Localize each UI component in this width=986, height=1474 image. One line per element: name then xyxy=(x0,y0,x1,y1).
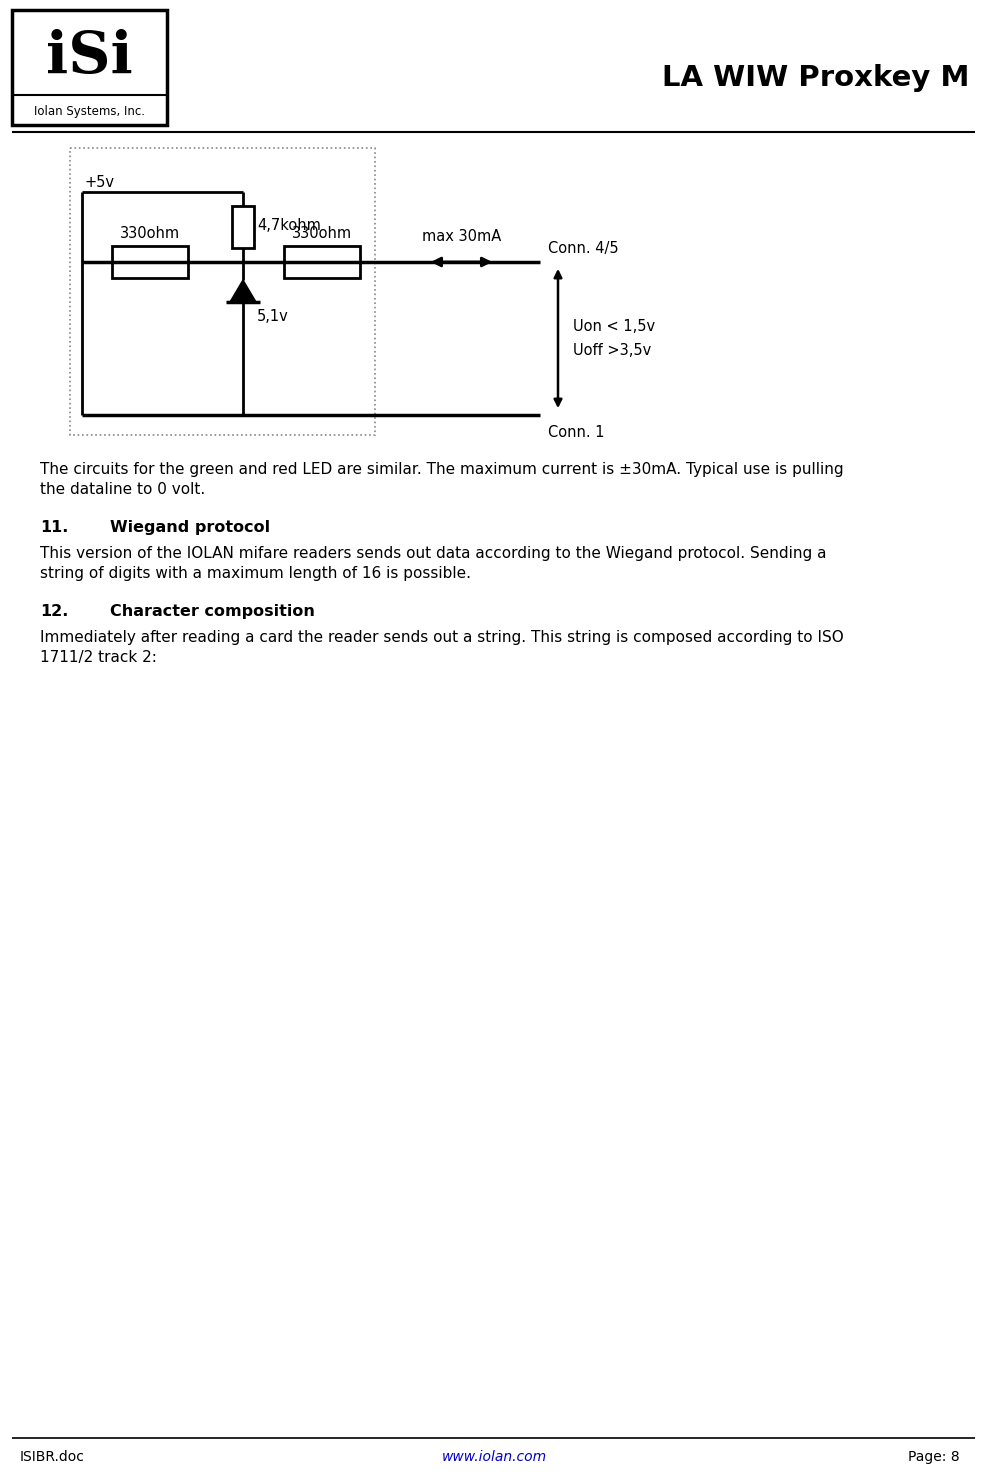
Text: Conn. 1: Conn. 1 xyxy=(547,425,603,441)
Text: iSi: iSi xyxy=(46,29,133,85)
Text: +5v: +5v xyxy=(84,175,114,190)
Text: 4,7kohm: 4,7kohm xyxy=(256,218,320,233)
Bar xyxy=(284,246,360,279)
Polygon shape xyxy=(230,280,255,302)
Text: string of digits with a maximum length of 16 is possible.: string of digits with a maximum length o… xyxy=(40,566,470,581)
Text: the dataline to 0 volt.: the dataline to 0 volt. xyxy=(40,482,205,497)
Text: Conn. 4/5: Conn. 4/5 xyxy=(547,242,618,256)
Bar xyxy=(12,10,167,125)
Text: LA WIW Proxkey M: LA WIW Proxkey M xyxy=(662,63,969,91)
Text: 1711/2 track 2:: 1711/2 track 2: xyxy=(40,650,157,665)
Text: The circuits for the green and red LED are similar. The maximum current is ±30mA: The circuits for the green and red LED a… xyxy=(40,461,843,478)
Bar xyxy=(111,246,187,279)
Text: www.iolan.com: www.iolan.com xyxy=(441,1450,546,1464)
Text: Wiegand protocol: Wiegand protocol xyxy=(109,520,270,535)
Text: Page: 8: Page: 8 xyxy=(907,1450,959,1464)
Text: 330ohm: 330ohm xyxy=(120,226,179,242)
Text: Uoff >3,5v: Uoff >3,5v xyxy=(573,343,651,358)
Text: 12.: 12. xyxy=(40,604,68,619)
Text: 11.: 11. xyxy=(40,520,68,535)
Text: 330ohm: 330ohm xyxy=(292,226,352,242)
Text: Uon < 1,5v: Uon < 1,5v xyxy=(573,318,655,335)
Bar xyxy=(70,147,375,435)
Text: 5,1v: 5,1v xyxy=(256,308,289,323)
Text: This version of the IOLAN mifare readers sends out data according to the Wiegand: This version of the IOLAN mifare readers… xyxy=(40,545,825,562)
Bar xyxy=(232,206,253,248)
Text: ISIBR.doc: ISIBR.doc xyxy=(20,1450,85,1464)
Text: Character composition: Character composition xyxy=(109,604,315,619)
Text: Immediately after reading a card the reader sends out a string. This string is c: Immediately after reading a card the rea… xyxy=(40,629,843,646)
Text: Iolan Systems, Inc.: Iolan Systems, Inc. xyxy=(34,105,145,118)
Text: max 30mA: max 30mA xyxy=(421,228,501,245)
